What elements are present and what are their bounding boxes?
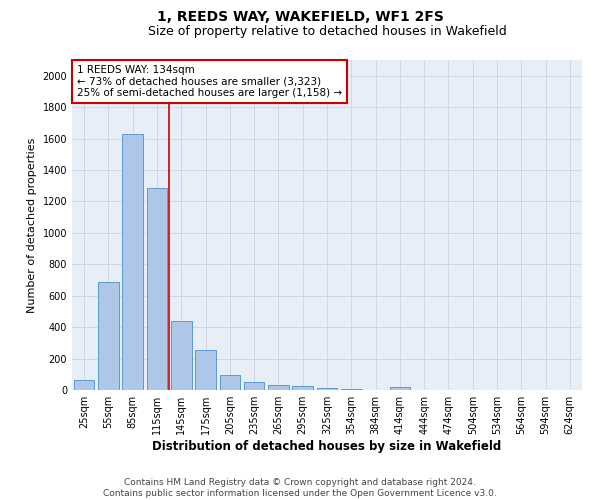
Bar: [268, 384, 289, 390]
Text: 1, REEDS WAY, WAKEFIELD, WF1 2FS: 1, REEDS WAY, WAKEFIELD, WF1 2FS: [157, 10, 443, 24]
X-axis label: Distribution of detached houses by size in Wakefield: Distribution of detached houses by size …: [152, 440, 502, 453]
Text: 1 REEDS WAY: 134sqm
← 73% of detached houses are smaller (3,323)
25% of semi-det: 1 REEDS WAY: 134sqm ← 73% of detached ho…: [77, 65, 342, 98]
Bar: [317, 388, 337, 390]
Bar: [146, 188, 167, 390]
Bar: [389, 387, 410, 390]
Bar: [98, 282, 119, 390]
Bar: [171, 321, 191, 390]
Bar: [292, 386, 313, 390]
Bar: [244, 382, 265, 390]
Bar: [74, 380, 94, 390]
Bar: [195, 350, 216, 390]
Y-axis label: Number of detached properties: Number of detached properties: [27, 138, 37, 312]
Bar: [122, 134, 143, 390]
Bar: [220, 375, 240, 390]
Title: Size of property relative to detached houses in Wakefield: Size of property relative to detached ho…: [148, 25, 506, 38]
Text: Contains HM Land Registry data © Crown copyright and database right 2024.
Contai: Contains HM Land Registry data © Crown c…: [103, 478, 497, 498]
Bar: [341, 388, 362, 390]
